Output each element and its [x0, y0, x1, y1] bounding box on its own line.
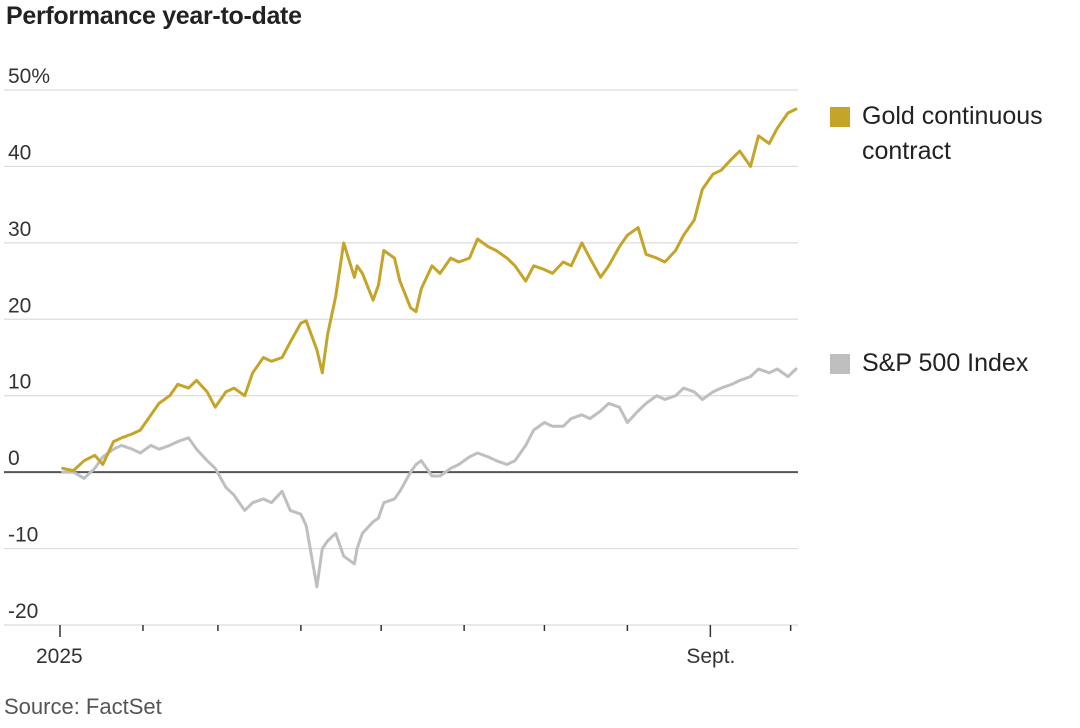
legend-item-sp500: S&P 500 Index — [830, 346, 1080, 381]
y-axis-ticks: 50% 40 30 20 10 0 -10 -20 — [8, 65, 50, 623]
y-tick-label: 20 — [8, 294, 31, 317]
x-tick-label: Sept. — [686, 645, 735, 668]
y-tick-label: 10 — [8, 371, 31, 394]
chart-title: Performance year-to-date — [6, 2, 302, 30]
series-line-sp500 — [61, 367, 798, 589]
x-tick-label: 2025 — [36, 645, 83, 668]
y-tick-label: 40 — [8, 141, 31, 164]
legend-item-gold: Gold continuous contract — [830, 99, 1080, 169]
legend-label-gold: Gold continuous contract — [862, 102, 1043, 165]
y-tick-label: 30 — [8, 218, 31, 241]
y-tick-label: 50% — [8, 65, 50, 88]
y-tick-label: -20 — [8, 600, 38, 623]
y-tick-label: -10 — [8, 524, 38, 547]
y-tick-label: 0 — [8, 447, 20, 470]
series-line-gold — [61, 107, 798, 473]
gridlines — [4, 89, 798, 626]
legend-swatch-gold — [830, 107, 850, 127]
legend-label-sp500: S&P 500 Index — [862, 349, 1029, 377]
legend-swatch-sp500 — [830, 354, 850, 374]
x-axis: 2025 Sept. — [36, 625, 792, 668]
series-lines — [61, 107, 798, 589]
source-note: Source: FactSet — [4, 694, 162, 719]
